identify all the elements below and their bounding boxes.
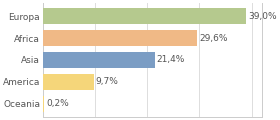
Bar bbox=[43, 52, 155, 68]
Bar bbox=[43, 8, 246, 24]
Text: 39,0%: 39,0% bbox=[248, 12, 277, 21]
Bar bbox=[43, 74, 94, 90]
Text: 9,7%: 9,7% bbox=[95, 77, 118, 86]
Bar bbox=[43, 96, 44, 112]
Text: 21,4%: 21,4% bbox=[157, 55, 185, 64]
Text: 0,2%: 0,2% bbox=[46, 99, 69, 108]
Bar bbox=[43, 30, 197, 46]
Text: 29,6%: 29,6% bbox=[199, 34, 228, 43]
